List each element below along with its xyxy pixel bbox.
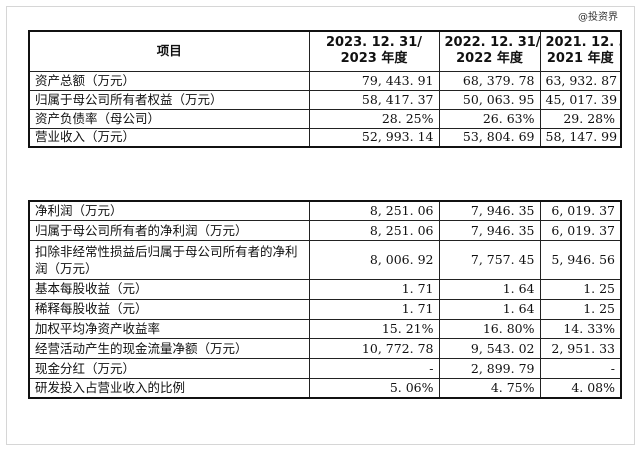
watermark: @投资界: [578, 12, 618, 23]
header-2022-date: 2022. 12. 31/: [444, 35, 540, 51]
header-2022: 2022. 12. 31/ 2022 年度: [438, 30, 541, 72]
table-row: 归属于母公司所有者权益（万元） 58, 417. 37 50, 063. 95 45,…: [28, 89, 622, 110]
row-label: 资产总额（万元）: [28, 70, 310, 91]
value-2022: 4. 75%: [438, 378, 541, 399]
value-2023: 58, 417. 37: [308, 89, 440, 110]
value-2023: 8, 006. 92: [308, 240, 440, 281]
value-2021: 58, 147. 99: [539, 127, 622, 148]
table-row: 资产负债率（母公司） 28. 25% 26. 63% 29. 28%: [28, 108, 622, 129]
header-2021-year: 2021 年度: [546, 51, 614, 67]
value-2022: 2, 899. 79: [438, 358, 541, 380]
header-2022-year: 2022 年度: [456, 51, 523, 67]
value-2021: 6, 019. 37: [539, 200, 622, 222]
table-row: 营业收入（万元） 52, 993. 14 53, 804. 69 58, 147. 9…: [28, 127, 622, 148]
table-row: 研发投入占营业收入的比例 5. 06% 4. 75% 4. 08%: [28, 378, 622, 399]
value-2021: 2, 951. 33: [539, 338, 622, 360]
value-2023: -: [308, 358, 440, 380]
header-2023: 2023. 12. 31/ 2023 年度: [308, 30, 440, 72]
table-row: 资产总额（万元） 79, 443. 91 68, 379. 78 63, 932. 8…: [28, 70, 622, 91]
header-2021: 2021. 12. 31/ 2021 年度: [539, 30, 622, 72]
value-2022: 7, 946. 35: [438, 200, 541, 222]
value-2023: 15. 21%: [308, 318, 440, 340]
value-2022: 1. 64: [438, 279, 541, 300]
header-2023-date: 2023. 12. 31/: [325, 35, 423, 51]
balance-sheet-table: 项目 2023. 12. 31/ 2023 年度 2022. 12. 31/ 2…: [28, 30, 622, 148]
value-2023: 52, 993. 14: [308, 127, 440, 148]
row-label: 现金分红（万元）: [28, 358, 310, 380]
value-2023: 8, 251. 06: [308, 220, 440, 242]
value-2021: 1. 25: [539, 298, 622, 320]
value-2022: 1. 64: [438, 298, 541, 320]
value-2021: 14. 33%: [539, 318, 622, 340]
value-2023: 5. 06%: [308, 378, 440, 399]
value-2021: -: [539, 358, 622, 380]
row-label: 归属于母公司所有者权益（万元）: [28, 89, 310, 110]
table-row: 归属于母公司所有者的净利润（万元） 8, 251. 06 7, 946. 35 6, …: [28, 220, 622, 242]
value-2022: 16. 80%: [438, 318, 541, 340]
value-2021: 63, 932. 87: [539, 70, 622, 91]
value-2022: 50, 063. 95: [438, 89, 541, 110]
value-2021: 45, 017. 39: [539, 89, 622, 110]
value-2021: 1. 25: [539, 279, 622, 300]
income-table: 净利润（万元） 8, 251. 06 7, 946. 35 6, 019. 37 归属于…: [28, 200, 622, 400]
value-2021: 4. 08%: [539, 378, 622, 399]
header-item: 项目: [28, 30, 310, 72]
value-2022: 7, 946. 35: [438, 220, 541, 242]
row-label: 基本每股收益（元）: [28, 279, 310, 300]
image-frame: [6, 6, 635, 445]
table-row: 基本每股收益（元） 1. 71 1. 64 1. 25: [28, 279, 622, 300]
table-row: 净利润（万元） 8, 251. 06 7, 946. 35 6, 019. 37: [28, 200, 622, 222]
value-2022: 53, 804. 69: [438, 127, 541, 148]
row-label: 营业收入（万元）: [28, 127, 310, 148]
table-row: 扣除非经常性损益后归属于母公司所有者的净利润（万元） 8, 006. 92 7, 7…: [28, 240, 622, 281]
table-row: 现金分红（万元） -2, 899. 79-: [28, 358, 622, 380]
value-2022: 7, 757. 45: [438, 240, 541, 281]
value-2022: 9, 543. 02: [438, 338, 541, 360]
row-label: 扣除非经常性损益后归属于母公司所有者的净利润（万元）: [28, 240, 310, 281]
value-2023: 1. 71: [308, 279, 440, 300]
row-label: 研发投入占营业收入的比例: [28, 378, 310, 399]
value-2023: 8, 251. 06: [308, 200, 440, 222]
table-row: 稀释每股收益（元） 1. 71 1. 64 1. 25: [28, 298, 622, 320]
value-2021: 29. 28%: [539, 108, 622, 129]
table-row: 加权平均净资产收益率 15. 21% 16. 80% 14. 33%: [28, 318, 622, 340]
value-2023: 1. 71: [308, 298, 440, 320]
row-label: 净利润（万元）: [28, 200, 310, 222]
row-label: 资产负债率（母公司）: [28, 108, 310, 129]
row-label: 归属于母公司所有者的净利润（万元）: [28, 220, 310, 242]
row-label: 稀释每股收益（元）: [28, 298, 310, 320]
value-2023: 79, 443. 91: [308, 70, 440, 91]
value-2023: 10, 772. 78: [308, 338, 440, 360]
table-row: 经营活动产生的现金流量净额（万元） 10, 772. 78 9, 543. 02 2,…: [28, 338, 622, 360]
header-2023-year: 2023 年度: [340, 51, 408, 67]
table-header-row: 项目 2023. 12. 31/ 2023 年度 2022. 12. 31/ 2…: [28, 30, 622, 72]
value-2022: 26. 63%: [438, 108, 541, 129]
row-label: 经营活动产生的现金流量净额（万元）: [28, 338, 310, 360]
header-2021-date: 2021. 12. 31/: [545, 35, 621, 51]
value-2021: 6, 019. 37: [539, 220, 622, 242]
value-2023: 28. 25%: [308, 108, 440, 129]
value-2022: 68, 379. 78: [438, 70, 541, 91]
row-label: 加权平均净资产收益率: [28, 318, 310, 340]
value-2021: 5, 946. 56: [539, 240, 622, 281]
